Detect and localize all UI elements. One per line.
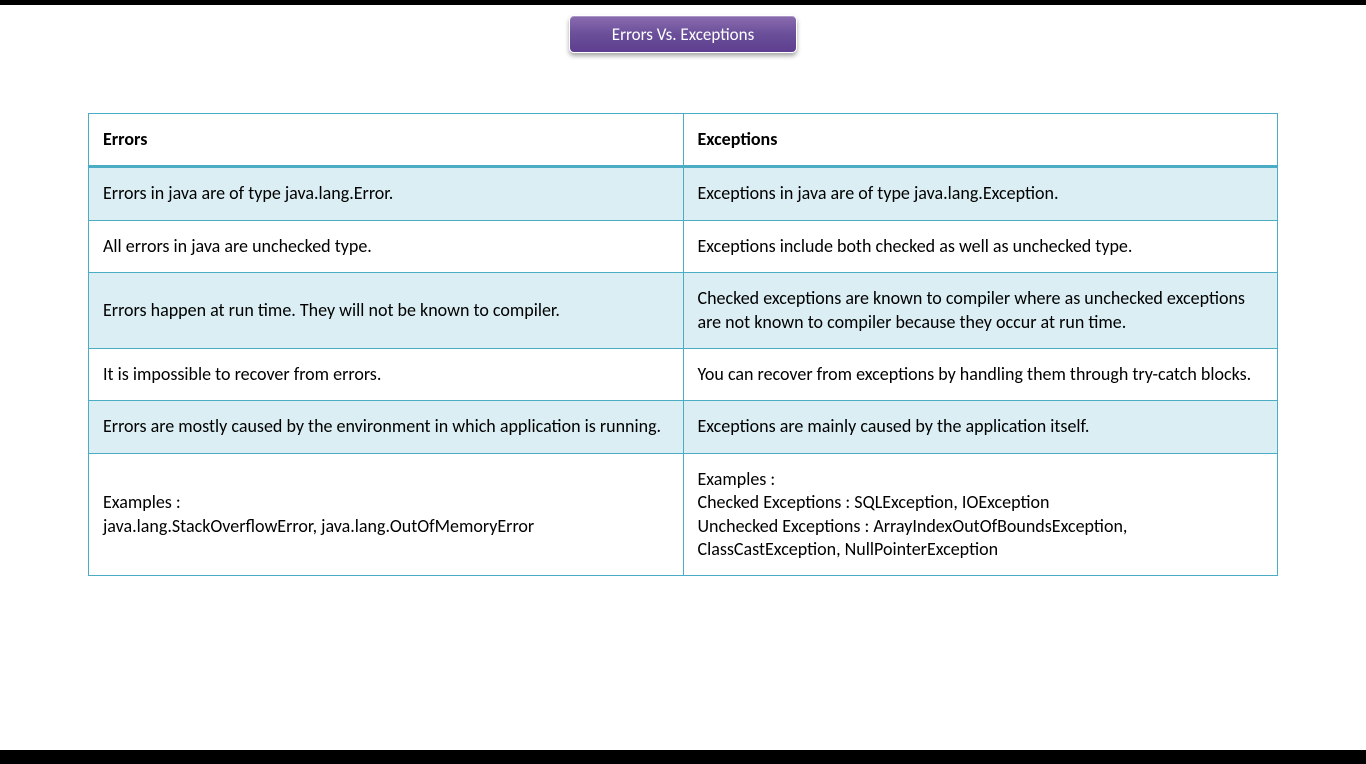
cell-exceptions: Examples : Checked Exceptions : SQLExcep…: [683, 453, 1278, 576]
column-header-exceptions: Exceptions: [683, 114, 1278, 167]
cell-errors: Errors happen at run time. They will not…: [89, 273, 684, 349]
page-title-text: Errors Vs. Exceptions: [612, 24, 754, 45]
table-row: Errors are mostly caused by the environm…: [89, 401, 1278, 453]
cell-errors: Examples : java.lang.StackOverflowError,…: [89, 453, 684, 576]
cell-errors: Errors in java are of type java.lang.Err…: [89, 167, 684, 220]
cell-exceptions: Exceptions in java are of type java.lang…: [683, 167, 1278, 220]
table-row: Errors happen at run time. They will not…: [89, 273, 1278, 349]
comparison-table: Errors Exceptions Errors in java are of …: [88, 113, 1278, 576]
cell-errors: It is impossible to recover from errors.: [89, 348, 684, 400]
comparison-table-container: Errors Exceptions Errors in java are of …: [88, 113, 1278, 576]
table-header-row: Errors Exceptions: [89, 114, 1278, 167]
cell-errors: All errors in java are unchecked type.: [89, 220, 684, 272]
cell-exceptions: Exceptions are mainly caused by the appl…: [683, 401, 1278, 453]
table-row: It is impossible to recover from errors.…: [89, 348, 1278, 400]
table-row: All errors in java are unchecked type. E…: [89, 220, 1278, 272]
cell-errors: Errors are mostly caused by the environm…: [89, 401, 684, 453]
table-row: Examples : java.lang.StackOverflowError,…: [89, 453, 1278, 576]
cell-exceptions: Checked exceptions are known to compiler…: [683, 273, 1278, 349]
table-row: Errors in java are of type java.lang.Err…: [89, 167, 1278, 220]
cell-exceptions: Exceptions include both checked as well …: [683, 220, 1278, 272]
cell-exceptions: You can recover from exceptions by handl…: [683, 348, 1278, 400]
column-header-errors: Errors: [89, 114, 684, 167]
page-title: Errors Vs. Exceptions: [569, 15, 797, 53]
